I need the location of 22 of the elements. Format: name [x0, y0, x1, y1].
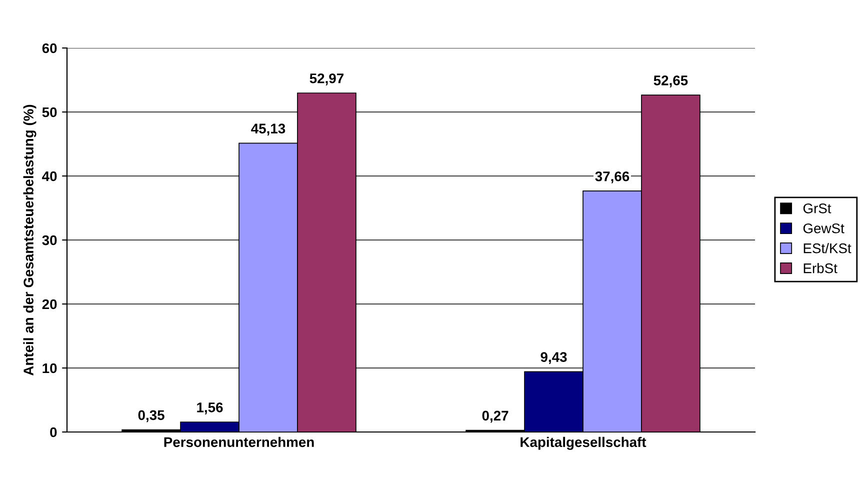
data-label: 52,65 [654, 76, 688, 88]
y-tick-label: 30 [42, 235, 57, 246]
data-label: 9,43 [540, 352, 567, 364]
data-label: 0,27 [482, 410, 508, 423]
legend-label: GewSt [803, 223, 844, 234]
y-tick-label: 10 [42, 363, 57, 374]
data-label: 1,56 [197, 402, 223, 414]
data-label: 37,66 [595, 171, 630, 184]
y-tick-label: 40 [42, 171, 57, 182]
y-tick-label: 20 [42, 299, 57, 310]
x-tick-label: Kapitalgesellschaft [520, 436, 646, 450]
data-label: 52,97 [310, 73, 344, 86]
y-tick-label: 0 [50, 427, 57, 438]
legend-label: ESt/KSt [804, 243, 852, 254]
data-label: 45,13 [251, 124, 286, 136]
data-label: 0,35 [138, 410, 164, 422]
y-axis-title: Anteil an der Gesamtsteuerbelastung (%) [23, 104, 36, 376]
x-tick-label: Personenunternehmen [164, 436, 314, 448]
legend-label: GrSt [803, 203, 832, 214]
y-tick-label: 60 [42, 43, 57, 54]
y-tick-label: 50 [42, 107, 57, 118]
legend-label: ErbSt [804, 263, 838, 274]
